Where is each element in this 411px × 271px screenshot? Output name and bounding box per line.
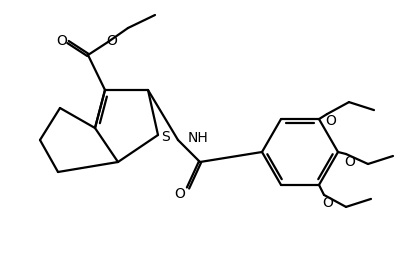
Text: O: O [106,34,118,48]
Text: O: O [344,155,356,169]
Text: O: O [175,187,185,201]
Text: O: O [323,196,333,210]
Text: S: S [161,130,169,144]
Text: NH: NH [188,131,209,145]
Text: O: O [57,34,67,48]
Text: O: O [326,114,337,128]
